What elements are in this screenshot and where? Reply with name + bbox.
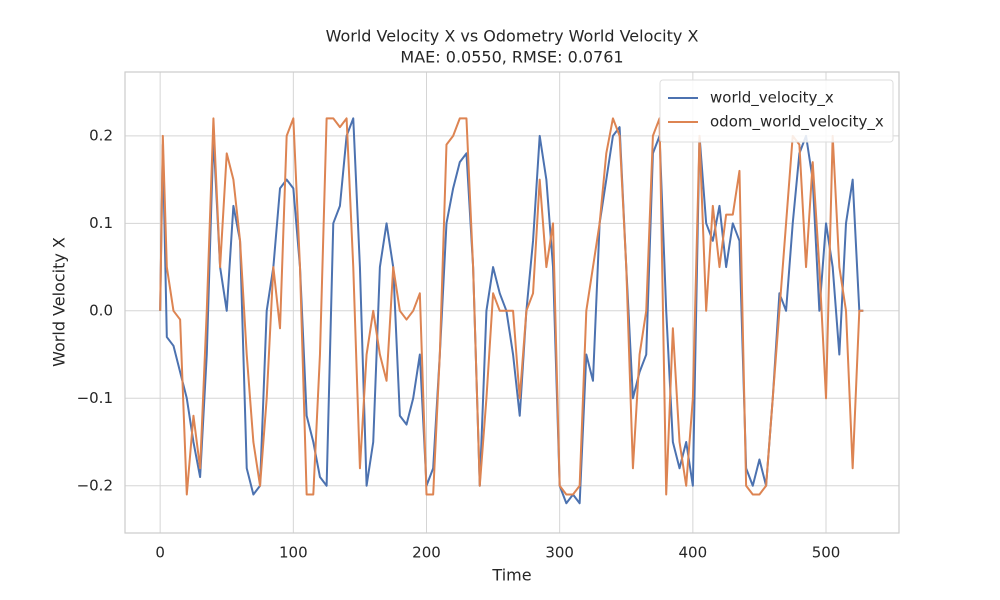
- x-tick-label: 200: [412, 544, 441, 562]
- x-tick-label: 400: [679, 544, 708, 562]
- data-line: [159, 117, 864, 496]
- y-tick-label: 0.1: [89, 214, 113, 232]
- y-tick-label: 0.0: [89, 301, 113, 319]
- legend-box: [659, 79, 894, 143]
- x-axis-label: Time: [491, 566, 531, 585]
- legend-label: odom_world_velocity_x: [710, 113, 884, 132]
- x-tick-label: 300: [545, 544, 574, 562]
- y-tick-label: −0.1: [77, 389, 113, 407]
- y-tick-label: −0.2: [77, 476, 113, 494]
- x-tick-label: 500: [812, 544, 841, 562]
- y-axis-label: World Velocity X: [50, 237, 69, 367]
- plot-frame: [124, 71, 900, 534]
- chart-subtitle: MAE: 0.0550, RMSE: 0.0761: [400, 48, 623, 67]
- y-tick-label: 0.2: [89, 126, 113, 144]
- x-tick-label: 0: [155, 544, 165, 562]
- x-tick-label: 100: [279, 544, 308, 562]
- chart-title: World Velocity X vs Odometry World Veloc…: [326, 27, 699, 46]
- legend-label: world_velocity_x: [710, 89, 834, 108]
